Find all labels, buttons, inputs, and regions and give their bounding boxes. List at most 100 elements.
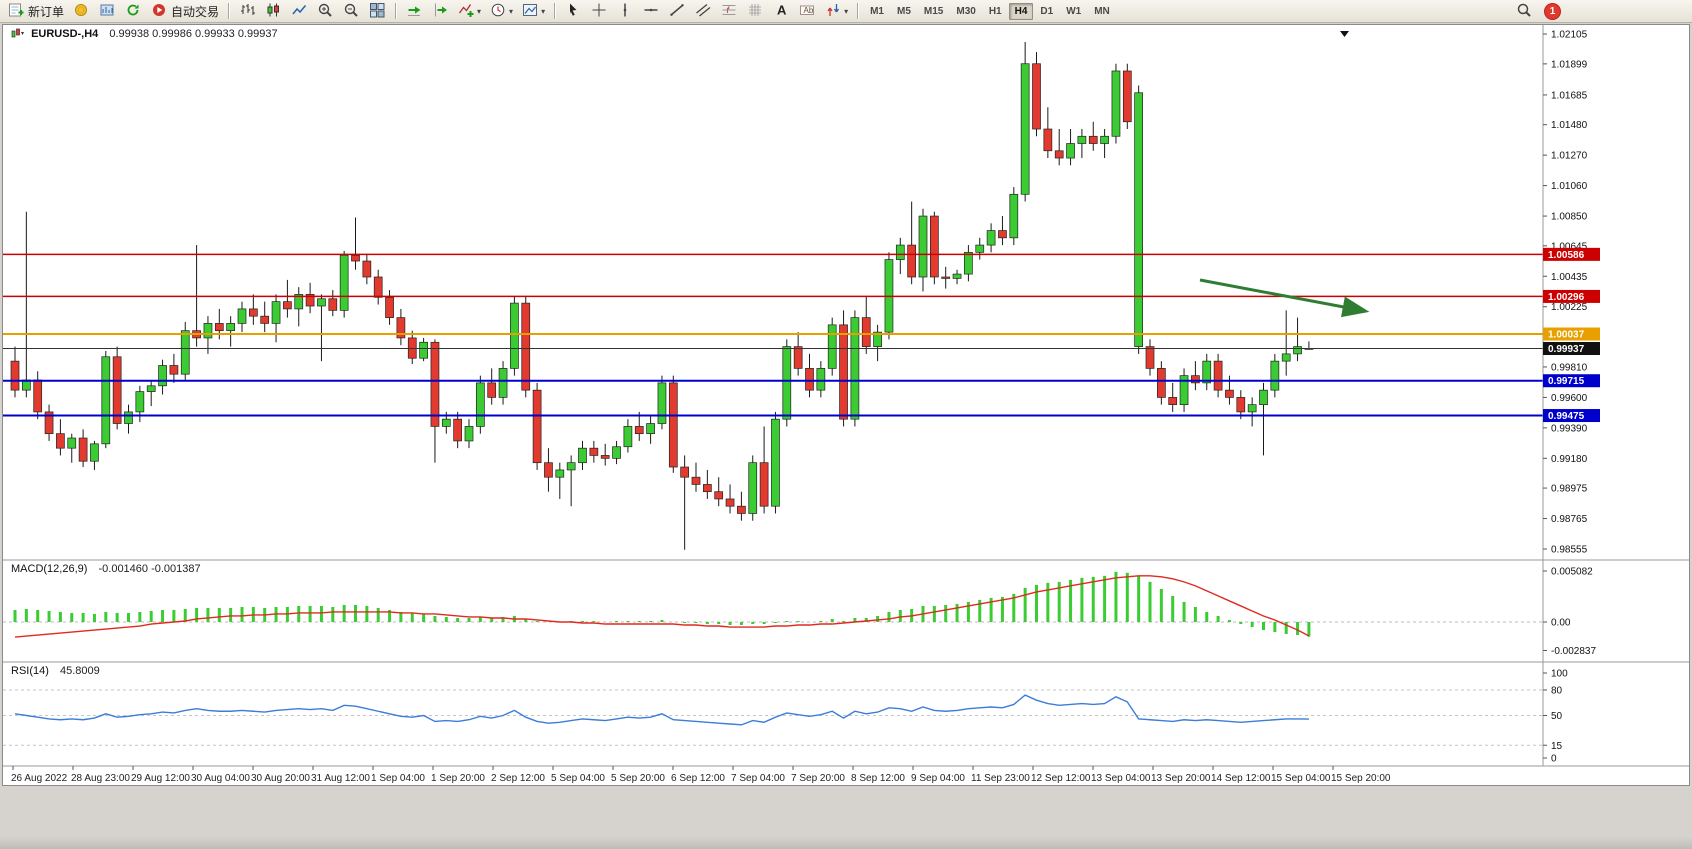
rsi-pane-label: RSI(14) 45.8009 xyxy=(11,665,100,677)
arrows-button[interactable]: ▾ xyxy=(821,1,852,22)
rsi-axis[interactable]: 100 80 50 15 0 xyxy=(1543,669,1568,765)
svg-text:15 Sep 20:00: 15 Sep 20:00 xyxy=(1331,773,1391,784)
svg-text:0.99937: 0.99937 xyxy=(1548,344,1585,355)
horizontal-line-annotations[interactable] xyxy=(3,253,1543,417)
cursor-icon xyxy=(565,2,582,21)
chevron-down-icon: ▾ xyxy=(477,6,482,16)
label-icon: Ab xyxy=(799,2,816,21)
svg-text:Ab: Ab xyxy=(804,6,814,15)
templates-button[interactable]: ▾ xyxy=(518,1,549,22)
timeframes-button[interactable]: ▾ xyxy=(486,1,517,22)
chart-shift-button[interactable] xyxy=(428,1,453,22)
arrows-icon xyxy=(825,2,842,21)
candlestick-series xyxy=(10,41,1314,550)
svg-text:1.00850: 1.00850 xyxy=(1551,212,1588,223)
trend-arrow-annotation[interactable] xyxy=(1199,278,1370,318)
period-D1[interactable]: D1 xyxy=(1040,5,1054,17)
period-M15[interactable]: M15 xyxy=(923,5,944,17)
vertical-line-button[interactable] xyxy=(613,1,638,22)
label-button[interactable]: Ab xyxy=(795,1,820,22)
new-order-icon xyxy=(8,2,25,21)
template-icon xyxy=(522,2,539,21)
ohlc-values: 0.99938 0.99986 0.99933 0.99937 xyxy=(109,28,278,40)
svg-text:1 Sep 04:00: 1 Sep 04:00 xyxy=(371,773,425,784)
coin-icon xyxy=(73,2,90,21)
svg-text:0.005082: 0.005082 xyxy=(1551,567,1593,578)
chart-symbol-icon[interactable] xyxy=(11,28,25,42)
horizontal-line-button[interactable] xyxy=(639,1,664,22)
text-button[interactable]: A xyxy=(769,1,794,22)
zoom-in-icon xyxy=(317,2,334,21)
zoom-out-button[interactable] xyxy=(339,1,364,22)
metaeditor-button[interactable] xyxy=(69,1,94,22)
svg-text:15: 15 xyxy=(1551,741,1563,752)
svg-text:0.99715: 0.99715 xyxy=(1548,376,1585,387)
profiles-button[interactable] xyxy=(95,1,120,22)
toolbar-separator xyxy=(228,3,231,19)
tile-icon xyxy=(369,2,386,21)
main-toolbar: 新订单 自动交易 ▾ ▾ ▾ f A Ab ▾ M1 M5 M15 M30 H1 H4 D1 W1 MN 1 xyxy=(0,0,1692,23)
svg-text:1.00435: 1.00435 xyxy=(1551,272,1588,283)
svg-text:14 Sep 12:00: 14 Sep 12:00 xyxy=(1211,773,1271,784)
search-button[interactable] xyxy=(1512,1,1537,22)
period-M5[interactable]: M5 xyxy=(897,5,911,17)
svg-text:5 Sep 20:00: 5 Sep 20:00 xyxy=(611,773,665,784)
fibonacci-button[interactable]: f xyxy=(717,1,742,22)
period-M30[interactable]: M30 xyxy=(956,5,976,17)
svg-text:5 Sep 04:00: 5 Sep 04:00 xyxy=(551,773,605,784)
period-H4[interactable]: H4 xyxy=(1008,2,1034,20)
zoom-in-button[interactable] xyxy=(313,1,338,22)
svg-text:1.01480: 1.01480 xyxy=(1551,120,1588,131)
period-H1[interactable]: H1 xyxy=(988,5,1002,17)
window-bottom-area xyxy=(0,787,1692,849)
refresh-icon xyxy=(125,2,142,21)
line-chart-button[interactable] xyxy=(287,1,312,22)
period-M1[interactable]: M1 xyxy=(870,5,884,17)
period-W1[interactable]: W1 xyxy=(1066,5,1082,17)
rsi-indicator-value: 45.8009 xyxy=(59,665,100,677)
tile-windows-button[interactable] xyxy=(365,1,390,22)
profiles-icon xyxy=(99,2,116,21)
chart-canvas[interactable]: 1.02105 1.01899 1.01685 1.01480 1.01270 1.010… xyxy=(3,25,1689,790)
candlestick-chart-button[interactable] xyxy=(261,1,286,22)
toolbar-separator xyxy=(395,3,398,19)
period-MN[interactable]: MN xyxy=(1094,5,1110,17)
bar-chart-button[interactable] xyxy=(235,1,260,22)
grid-tool-button[interactable] xyxy=(743,1,768,22)
crosshair-button[interactable] xyxy=(587,1,612,22)
chartshift-icon xyxy=(432,2,449,21)
chart-window: EURUSD-,H4 0.99938 0.99986 0.99933 0.999… xyxy=(2,24,1690,786)
svg-text:100: 100 xyxy=(1551,669,1568,680)
macd-indicator-name: MACD(12,26,9) xyxy=(11,563,88,575)
svg-text:11 Sep 23:00: 11 Sep 23:00 xyxy=(971,773,1030,784)
svg-text:A: A xyxy=(777,2,787,17)
channel-button[interactable] xyxy=(691,1,716,22)
autotrading-button-label: 自动交易 xyxy=(171,4,220,19)
indicators-button[interactable]: ▾ xyxy=(454,1,485,22)
refresh-button[interactable] xyxy=(121,1,146,22)
macd-axis[interactable]: 0.005082 0.00 -0.002837 xyxy=(1543,567,1596,657)
notifications-badge[interactable]: 1 xyxy=(1545,3,1560,19)
auto-scroll-button[interactable] xyxy=(402,1,427,22)
autotrade-icon xyxy=(151,2,168,21)
svg-text:0: 0 xyxy=(1551,754,1557,765)
svg-text:1 Sep 20:00: 1 Sep 20:00 xyxy=(431,773,485,784)
chart-marker-icon xyxy=(1340,31,1349,37)
search-icon xyxy=(1516,2,1533,21)
gridtool-icon xyxy=(747,2,764,21)
price-tags: 1.00586 1.00296 1.00037 0.99937 0.99715 0.994… xyxy=(1543,247,1600,423)
svg-text:26 Aug 2022: 26 Aug 2022 xyxy=(11,773,68,784)
svg-text:1.00037: 1.00037 xyxy=(1548,330,1585,341)
trendline-button[interactable] xyxy=(665,1,690,22)
new-order-button[interactable]: 新订单 xyxy=(4,1,68,22)
cursor-button[interactable] xyxy=(561,1,586,22)
svg-text:7 Sep 04:00: 7 Sep 04:00 xyxy=(731,773,785,784)
svg-text:1.01899: 1.01899 xyxy=(1551,59,1588,70)
new-order-button-label: 新订单 xyxy=(28,4,65,19)
autotrading-button[interactable]: 自动交易 xyxy=(147,1,223,22)
time-axis[interactable]: 26 Aug 2022 28 Aug 23:00 29 Aug 12:00 30 Au… xyxy=(11,766,1391,784)
svg-text:13 Sep 20:00: 13 Sep 20:00 xyxy=(1151,773,1211,784)
svg-text:7 Sep 20:00: 7 Sep 20:00 xyxy=(791,773,845,784)
fibo-icon: f xyxy=(721,2,738,21)
toolbar-separator xyxy=(857,3,860,19)
